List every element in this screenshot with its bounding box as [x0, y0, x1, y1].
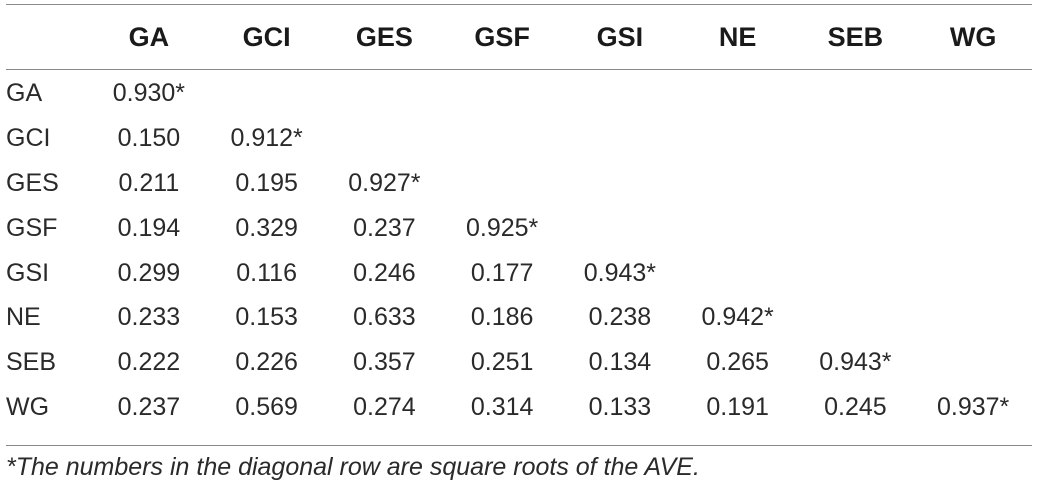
table-cell: [914, 161, 1032, 206]
table-cell: 0.943*: [583, 258, 657, 287]
table-top-rule: [6, 4, 1032, 5]
row-label: SEB: [6, 348, 57, 377]
table-cell: [914, 69, 1032, 116]
table-cell: 0.912*: [230, 123, 303, 152]
header-cell-corner: [6, 5, 90, 69]
table-cell: 0.265: [706, 348, 769, 377]
table-row-gsf: GSF 0.194 0.329 0.237 0.925*: [6, 206, 1032, 251]
table-cell: 0.116: [236, 258, 297, 287]
table-cell: 0.153: [235, 303, 298, 332]
table-cell: 0.942*: [701, 303, 774, 332]
table-cell: 0.186: [470, 303, 534, 332]
table-cell: [561, 116, 679, 161]
table-cell: 0.195: [235, 168, 298, 197]
table-cell: 0.633: [353, 303, 416, 332]
table-cell: 0.233: [117, 303, 181, 332]
table-cell: 0.177: [470, 258, 534, 287]
table-cell: 0.134: [588, 348, 652, 377]
table-cell: [797, 69, 915, 116]
table-cell: 0.357: [353, 348, 416, 377]
correlation-table: GA GCI GES GSF GSI NE SEB WG GA 0.930*: [6, 5, 1032, 430]
row-label: NE: [6, 303, 41, 332]
header-cell-gsf: GSF: [474, 21, 530, 52]
table-cell: [914, 251, 1032, 296]
table-cell: 0.245: [824, 393, 887, 422]
table-cell: 0.133: [588, 393, 652, 422]
table-cell: [914, 295, 1032, 340]
table-cell: 0.927*: [348, 168, 421, 197]
table-cell: [914, 116, 1032, 161]
table-cell: [914, 206, 1032, 251]
table-row-ga: GA 0.930*: [6, 69, 1032, 116]
header-cell-seb: SEB: [827, 21, 884, 52]
table-cell: [797, 251, 915, 296]
row-label: GSF: [6, 213, 58, 242]
table-cell: [679, 69, 797, 116]
table-cell: 0.930*: [112, 78, 186, 107]
table-cell: 0.943*: [819, 348, 892, 377]
table-cell: 0.299: [117, 258, 181, 287]
table-cell: 0.237: [353, 213, 416, 242]
table-cell: 0.150: [117, 123, 181, 152]
table-cell: [443, 69, 561, 116]
table-cell: 0.274: [353, 393, 416, 422]
table-cell: 0.238: [588, 303, 652, 332]
row-label: GES: [6, 168, 59, 197]
table-row-wg: WG 0.237 0.569 0.274 0.314 0.133 0.191 0…: [6, 385, 1032, 430]
table-row-gci: GCI 0.150 0.912*: [6, 116, 1032, 161]
table-cell: 0.246: [353, 258, 416, 287]
table-cell: 0.569: [235, 393, 298, 422]
table-cell: 0.237: [117, 393, 181, 422]
table-header-row: GA GCI GES GSF GSI NE SEB WG: [6, 5, 1032, 69]
header-cell-wg: WG: [949, 21, 997, 52]
table-cell: [797, 206, 915, 251]
table-row-seb: SEB 0.222 0.226 0.357 0.251 0.134 0.265 …: [6, 340, 1032, 385]
table-cell: [561, 69, 679, 116]
table-cell: [914, 340, 1032, 385]
header-cell-ne: NE: [718, 21, 757, 52]
table-footnote: *The numbers in the diagonal row are squ…: [6, 453, 700, 481]
table-cell: [561, 206, 679, 251]
table-cell: 0.937*: [936, 393, 1010, 422]
table-cell: 0.194: [117, 213, 181, 242]
table-cell: [326, 69, 444, 116]
table-cell: [561, 161, 679, 206]
table-cell: [679, 161, 797, 206]
row-label: GCI: [6, 123, 51, 152]
table-row-ges: GES 0.211 0.195 0.927*: [6, 161, 1032, 206]
table-cell: [443, 161, 561, 206]
header-cell-ga: GA: [128, 21, 170, 52]
table-cell: [679, 116, 797, 161]
table-cell: [208, 69, 326, 116]
table-cell: [797, 161, 915, 206]
table-cell: 0.211: [118, 168, 180, 197]
table-cell: [797, 295, 915, 340]
row-label: GSI: [6, 258, 50, 287]
row-label: GA: [6, 78, 43, 107]
table-cell: [443, 116, 561, 161]
table-cell: [679, 251, 797, 296]
table-cell: 0.191: [706, 393, 769, 422]
table-cell: [797, 116, 915, 161]
table-cell: 0.251: [470, 348, 534, 377]
table-row-gsi: GSI 0.299 0.116 0.246 0.177 0.943*: [6, 251, 1032, 296]
header-cell-ges: GES: [355, 21, 413, 52]
table-cell: [679, 206, 797, 251]
table-cell: 0.222: [117, 348, 181, 377]
table-row-ne: NE 0.233 0.153 0.633 0.186 0.238 0.942*: [6, 295, 1032, 340]
header-cell-gsi: GSI: [596, 21, 644, 52]
table-header-rule: [6, 69, 1032, 70]
table-cell: 0.314: [470, 393, 534, 422]
header-cell-gci: GCI: [242, 21, 291, 52]
table-cell: 0.925*: [465, 213, 539, 242]
table-cell: [326, 116, 444, 161]
table-bottom-rule: [6, 445, 1032, 446]
table-cell: 0.226: [235, 348, 298, 377]
table-cell: 0.329: [235, 213, 298, 242]
row-label: WG: [6, 393, 50, 422]
